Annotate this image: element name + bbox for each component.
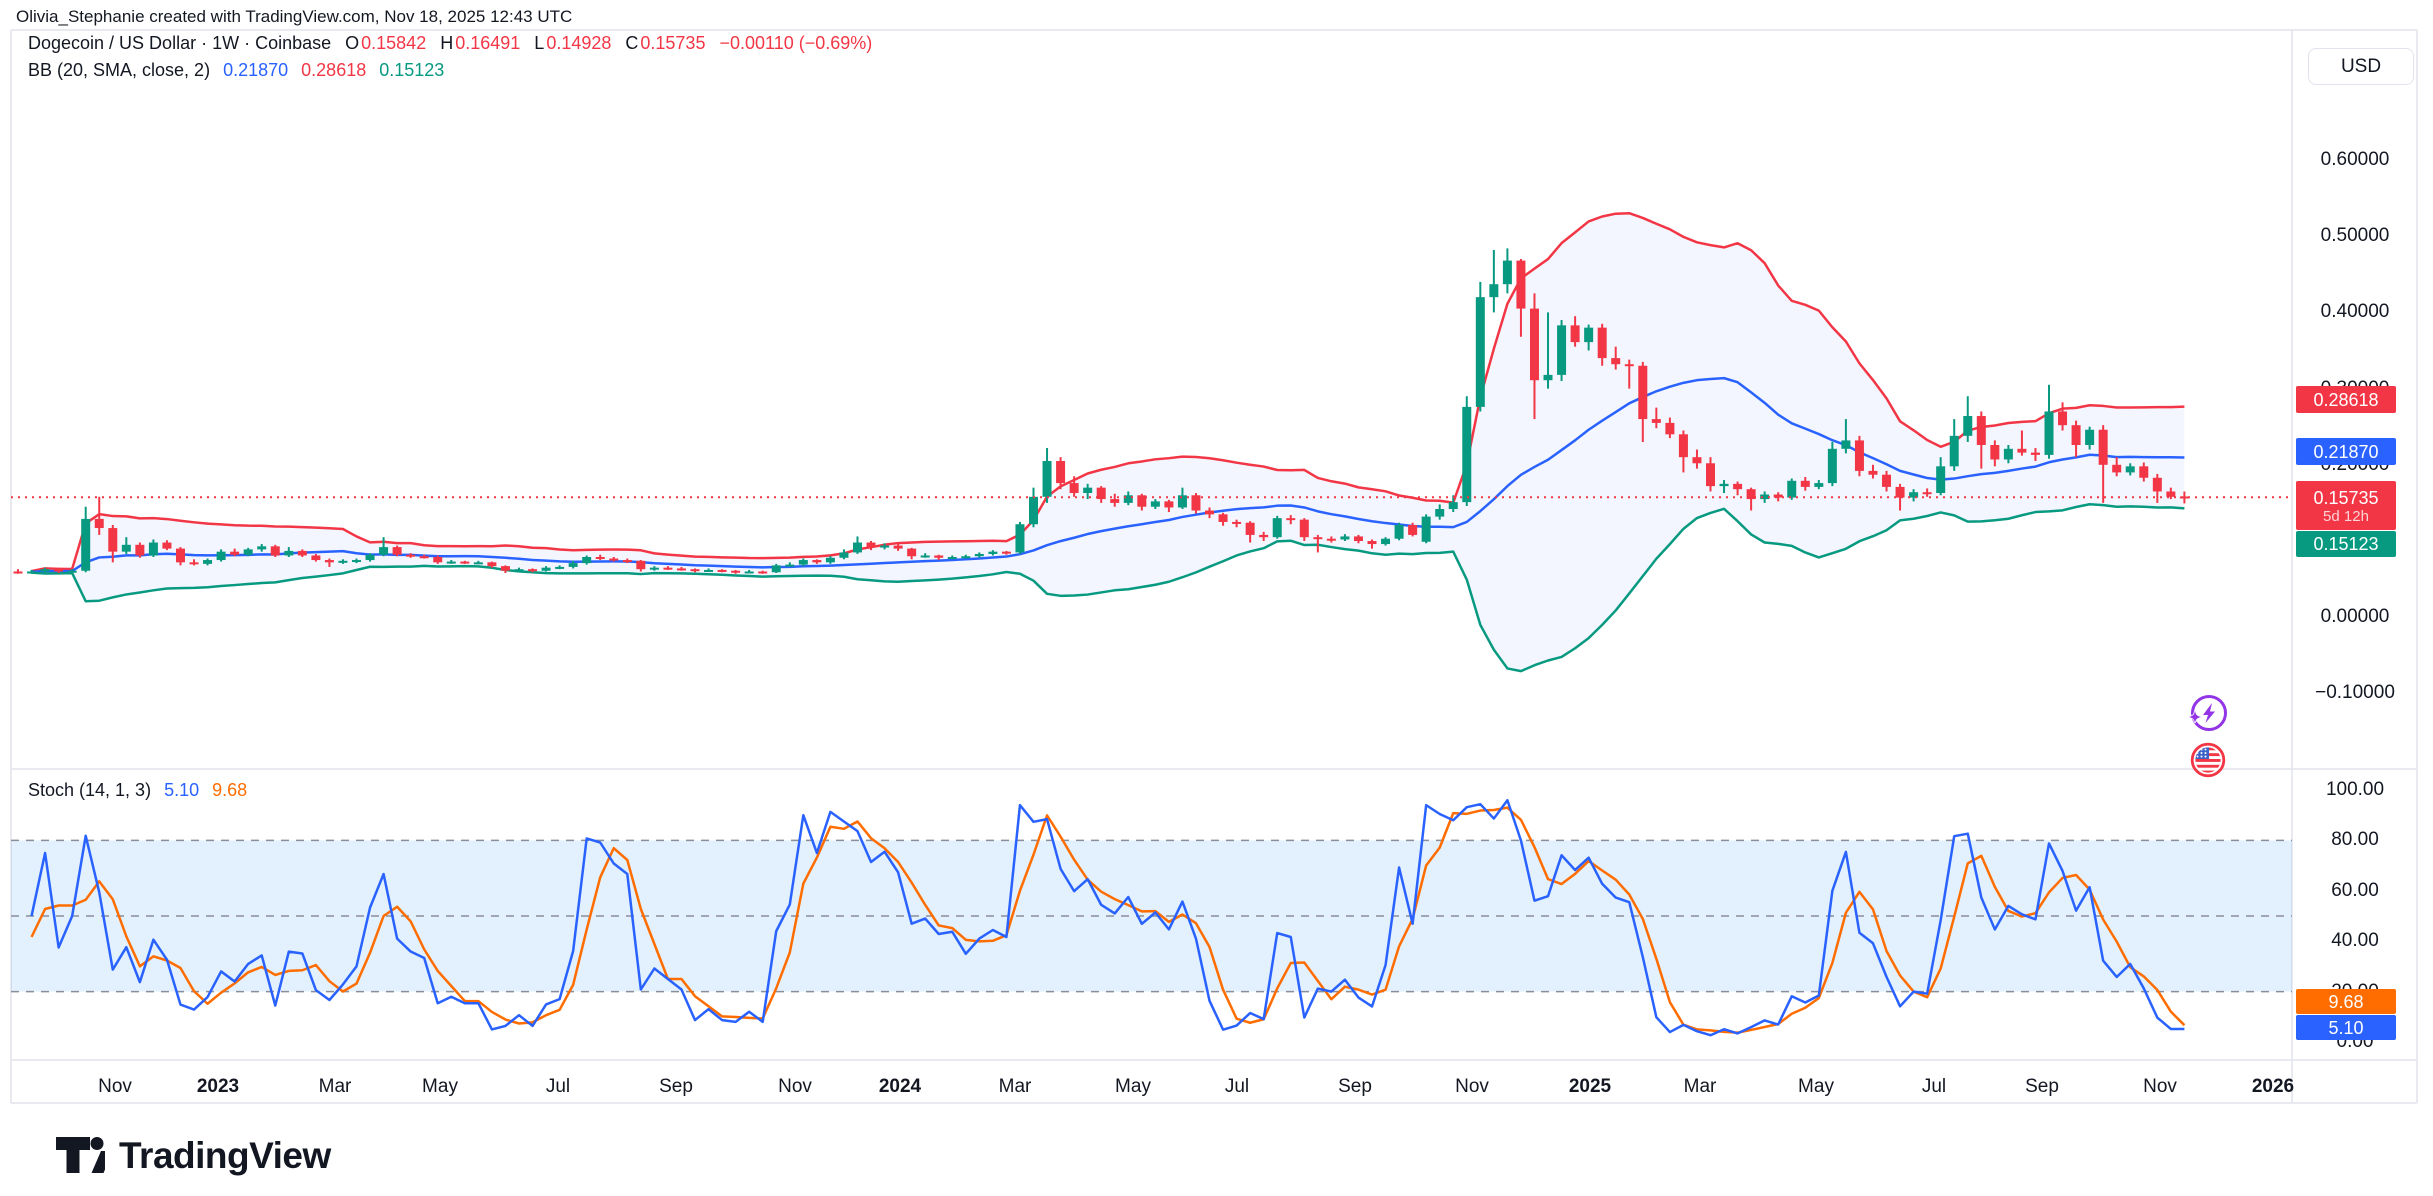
bb-upper-value: 0.28618 [301, 60, 367, 80]
time-tick-label: Nov [98, 1076, 132, 1097]
time-tick-label: 2023 [196, 1076, 240, 1097]
bb-basis-value: 0.21870 [223, 60, 289, 80]
time-tick-label: May [422, 1076, 458, 1097]
ohlc-close: C 0.15735 [625, 33, 706, 53]
time-tick-label: Jul [1921, 1076, 1947, 1097]
stoch-tick-label: 40.00 [2331, 930, 2379, 952]
bb-legend-row[interactable]: BB (20, SMA, close, 2) 0.21870 0.28618 0… [28, 60, 444, 81]
last-price-badge: 0.15735 5d 12h [2296, 481, 2396, 530]
us-flag-icon[interactable] [2188, 740, 2228, 780]
time-tick-label: Sep [659, 1076, 693, 1097]
ohlc-open: O 0.15842 [345, 33, 427, 53]
attribution-text: Olivia_Stephanie created with TradingVie… [16, 7, 573, 26]
time-tick-label: 2025 [1568, 1076, 1612, 1097]
time-tick-label: Mar [998, 1076, 1032, 1097]
time-tick-label: Nov [778, 1076, 812, 1097]
bb-lower-badge: 0.15123 [2296, 531, 2396, 557]
ohlc-low: L 0.14928 [534, 33, 612, 53]
time-tick-label: Nov [2143, 1076, 2177, 1097]
bb-basis-badge: 0.21870 [2296, 438, 2396, 465]
price-tick-label: 0.40000 [2320, 301, 2390, 323]
time-tick-label: Mar [1683, 1076, 1717, 1097]
time-tick-label: 2026 [2251, 1076, 2295, 1097]
ohlc-high: H 0.16491 [440, 33, 521, 53]
tradingview-logo-icon [56, 1137, 105, 1173]
time-tick-label: Mar [318, 1076, 352, 1097]
tradingview-logo[interactable]: TradingView [55, 1134, 331, 1178]
symbol-legend-row[interactable]: Dogecoin / US Dollar · 1W · Coinbase O 0.… [28, 33, 872, 54]
currency-button[interactable]: USD [2308, 48, 2414, 85]
price-tick-label: 0.50000 [2320, 225, 2390, 247]
bb-legend-label: BB (20, SMA, close, 2) [28, 60, 211, 80]
stoch-legend-row[interactable]: Stoch (14, 1, 3) 5.10 9.68 [28, 780, 247, 801]
time-tick-label: May [1798, 1076, 1834, 1097]
price-tick-label: 0.00000 [2320, 606, 2390, 628]
bb-upper-badge: 0.28618 [2296, 386, 2396, 413]
bar-countdown: 5d 12h [2323, 508, 2369, 525]
stoch-d-badge: 9.68 [2296, 989, 2396, 1014]
time-tick-label: May [1115, 1076, 1151, 1097]
stoch-d-value: 9.68 [212, 780, 248, 800]
price-tick-label: 0.60000 [2320, 149, 2390, 170]
stoch-tick-label: 80.00 [2331, 829, 2379, 851]
stoch-tick-label: 60.00 [2331, 879, 2379, 901]
time-tick-label: Nov [1455, 1076, 1489, 1097]
stoch-tick-label: 100.00 [2325, 779, 2385, 800]
price-tick-label: −0.10000 [2315, 682, 2395, 704]
spark-icon[interactable] [2184, 690, 2232, 738]
price-change: −0.00110 (−0.69%) [719, 33, 873, 53]
time-tick-label: 2024 [878, 1076, 922, 1097]
tradingview-logo-text: TradingView [119, 1135, 331, 1176]
bb-lower-value: 0.15123 [379, 60, 445, 80]
stoch-k-badge: 5.10 [2296, 1015, 2396, 1040]
symbol-title: Dogecoin / US Dollar · 1W · Coinbase [28, 33, 332, 53]
stoch-legend-label: Stoch (14, 1, 3) [28, 780, 152, 800]
time-tick-label: Jul [1224, 1076, 1250, 1097]
time-tick-label: Sep [2025, 1076, 2059, 1097]
stoch-k-value: 5.10 [164, 780, 200, 800]
time-tick-label: Jul [545, 1076, 571, 1097]
time-tick-label: Sep [1338, 1076, 1372, 1097]
